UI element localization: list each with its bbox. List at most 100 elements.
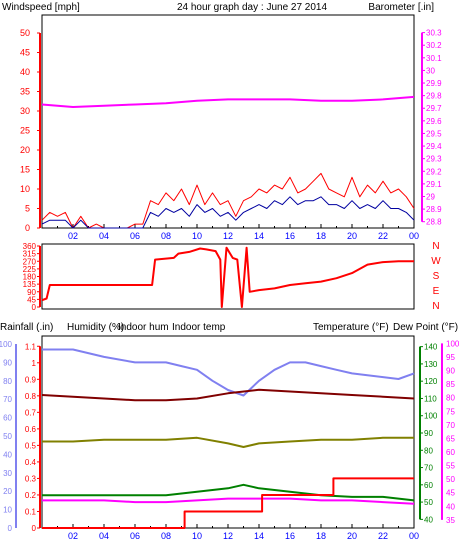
compass-label: N bbox=[432, 241, 439, 252]
wind-x-tick-label: 00 bbox=[409, 231, 419, 241]
compass-label: S bbox=[433, 271, 440, 282]
direction-line bbox=[41, 246, 414, 308]
climate-x-tick-label: 02 bbox=[68, 531, 78, 541]
rainfall-tick-label: 1 bbox=[32, 359, 37, 368]
windspeed-tick-label: 45 bbox=[20, 48, 30, 58]
dew-point-tick-label: 60 bbox=[446, 448, 455, 457]
wind-barometer-panel: 0 5 10 15 20 25 30 35 40 45 50 28.8 28.9 29 29.1 29.2 29… bbox=[20, 14, 442, 241]
direction-tick-label: 360 bbox=[23, 242, 37, 251]
humidity-tick-label: 20 bbox=[3, 487, 12, 496]
temperature-tick-label: 90 bbox=[424, 429, 433, 438]
dew_point-line bbox=[42, 497, 415, 505]
dew-point-tick-label: 40 bbox=[446, 502, 455, 511]
humidity-line bbox=[42, 348, 415, 397]
direction-tick-label: 180 bbox=[23, 273, 37, 282]
barometer-tick-label: 29.1 bbox=[426, 180, 442, 189]
compass-label: E bbox=[433, 286, 440, 297]
humidity-tick-label: 40 bbox=[3, 450, 12, 459]
wind-x-tick-label: 06 bbox=[130, 231, 140, 241]
wind-x-tick-label: 18 bbox=[316, 231, 326, 241]
temperature-tick-label: 40 bbox=[424, 515, 433, 524]
barometer-line bbox=[41, 95, 415, 108]
temperature-tick-label: 140 bbox=[424, 343, 438, 352]
climate-x-tick-label: 06 bbox=[130, 531, 140, 541]
barometer-tick-label: 29.8 bbox=[426, 92, 442, 101]
windspeed-tick-label: 20 bbox=[20, 145, 30, 155]
barometer-tick-label: 29.6 bbox=[426, 117, 442, 126]
barometer-tick-label: 30.2 bbox=[426, 41, 442, 50]
temperature-tick-label: 100 bbox=[424, 412, 438, 421]
windspeed-tick-label: 0 bbox=[25, 223, 30, 233]
barometer-tick-label: 29.3 bbox=[426, 155, 442, 164]
windspeed-tick-label: 5 bbox=[25, 204, 30, 214]
humidity-tick-label: 100 bbox=[0, 340, 13, 349]
wind-x-tick-label: 10 bbox=[192, 231, 202, 241]
barometer-tick-label: 28.9 bbox=[426, 205, 442, 214]
wind-x-tick-label: 12 bbox=[223, 231, 233, 241]
humidity-tick-label: 90 bbox=[3, 358, 12, 367]
compass-label: N bbox=[432, 301, 439, 312]
dew-point-tick-label: 65 bbox=[446, 434, 455, 443]
rainfall-tick-label: 0.6 bbox=[25, 425, 37, 434]
barometer-tick-label: 30.1 bbox=[426, 54, 442, 63]
windspeed-tick-label: 15 bbox=[20, 165, 30, 175]
rainfall-tick-label: 0.7 bbox=[25, 408, 37, 417]
rainfall-tick-label: 0.9 bbox=[25, 375, 37, 384]
windspeed-tick-label: 25 bbox=[20, 126, 30, 136]
dew-point-tick-label: 45 bbox=[446, 489, 455, 498]
barometer-tick-label: 29.4 bbox=[426, 142, 442, 151]
windspeed-tick-label: 10 bbox=[20, 184, 30, 194]
wind-x-tick-label: 22 bbox=[378, 231, 388, 241]
dew-point-tick-label: 75 bbox=[446, 407, 455, 416]
temperature-line bbox=[42, 483, 415, 502]
dew-point-tick-label: 90 bbox=[446, 367, 455, 376]
legend-indoor-hum: Indoor hum bbox=[118, 322, 169, 333]
rainfall-tick-label: 0.2 bbox=[25, 491, 37, 500]
wind-x-tick-label: 04 bbox=[99, 231, 109, 241]
humidity-tick-label: 50 bbox=[3, 432, 12, 441]
temperature-tick-label: 50 bbox=[424, 498, 433, 507]
compass-label: W bbox=[431, 256, 441, 267]
direction-tick-label: 0 bbox=[32, 303, 37, 312]
dew-point-tick-label: 100 bbox=[446, 339, 460, 348]
dew-point-tick-label: 95 bbox=[446, 353, 455, 362]
climate-x-tick-label: 20 bbox=[347, 531, 357, 541]
rainfall-tick-label: 0.5 bbox=[25, 441, 37, 450]
barometer-tick-label: 29.7 bbox=[426, 104, 442, 113]
humidity-axis-label: Humidity (%) bbox=[67, 322, 124, 333]
humidity-tick-label: 30 bbox=[3, 469, 12, 478]
windspeed-tick-label: 50 bbox=[20, 28, 30, 38]
wind-x-tick-label: 08 bbox=[161, 231, 171, 241]
barometer-tick-label: 30.3 bbox=[426, 29, 442, 38]
dew-point-axis-label: Dew Point (°F) bbox=[393, 322, 458, 333]
barometer-tick-label: 28.8 bbox=[426, 218, 442, 227]
dew-point-tick-label: 70 bbox=[446, 421, 455, 430]
windspeed-tick-label: 40 bbox=[20, 67, 30, 77]
indoor_hum-line bbox=[42, 436, 414, 448]
humidity-tick-label: 70 bbox=[3, 395, 12, 404]
windspeed-tick-label: 35 bbox=[20, 87, 30, 97]
dew-point-tick-label: 50 bbox=[446, 475, 455, 484]
climate-x-tick-label: 16 bbox=[285, 531, 295, 541]
climate-x-tick-label: 18 bbox=[316, 531, 326, 541]
humidity-tick-label: 10 bbox=[3, 506, 12, 515]
barometer-tick-label: 29.9 bbox=[426, 79, 442, 88]
climate-x-tick-label: 14 bbox=[254, 531, 264, 541]
rainfall-tick-label: 0.3 bbox=[25, 474, 37, 483]
rain-humidity-temperature-panel: 0 0.1 0.2 0.3 0.4 0.5 0.6 0.7 0.8 0.9 1 1.1 0 10 20 30 4… bbox=[0, 335, 460, 541]
temperature-tick-label: 110 bbox=[424, 394, 437, 403]
dew-point-tick-label: 80 bbox=[446, 394, 455, 403]
dew-point-tick-label: 55 bbox=[446, 462, 455, 471]
rainfall-line bbox=[42, 477, 414, 529]
temperature-tick-label: 70 bbox=[424, 464, 433, 473]
climate-x-tick-label: 04 bbox=[99, 531, 109, 541]
direction-tick-label: 45 bbox=[27, 295, 36, 304]
rainfall-tick-label: 0 bbox=[32, 524, 37, 533]
humidity-tick-label: 60 bbox=[3, 414, 12, 423]
rainfall-tick-label: 1.1 bbox=[25, 342, 37, 351]
wind-x-tick-label: 16 bbox=[285, 231, 295, 241]
barometer-tick-label: 30 bbox=[426, 66, 435, 75]
climate-x-tick-label: 12 bbox=[223, 531, 233, 541]
temperature-tick-label: 130 bbox=[424, 360, 438, 369]
